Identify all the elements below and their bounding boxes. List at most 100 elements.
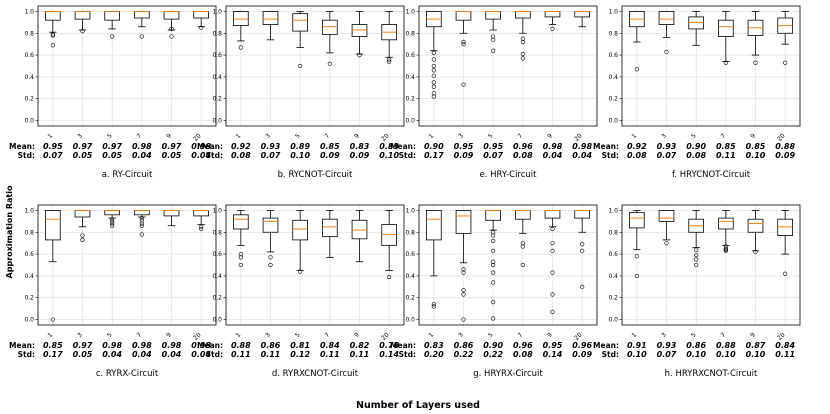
y-tick-label: 0.4 bbox=[212, 74, 222, 81]
std-row-label: Std: bbox=[206, 350, 223, 359]
panel-2: 0.00.20.40.60.81.010.900.1730.950.0950.9… bbox=[390, 5, 598, 180]
plot-frame bbox=[621, 204, 801, 326]
box bbox=[193, 11, 209, 19]
y-tick-label: 0.0 bbox=[405, 118, 415, 125]
std-value: 0.17 bbox=[424, 151, 444, 160]
y-tick-label: 0.4 bbox=[608, 74, 618, 81]
y-tick-label: 0.6 bbox=[608, 251, 618, 258]
panel-caption: d. RYRXCNOT-Circuit bbox=[272, 369, 359, 379]
y-tick-label: 0.0 bbox=[608, 118, 618, 125]
box bbox=[515, 210, 531, 220]
x-tick-label: 9 bbox=[749, 331, 757, 339]
y-tick-label: 0.6 bbox=[212, 251, 222, 258]
outlier-point bbox=[694, 253, 699, 258]
panel-6: 0.00.20.40.60.81.010.830.2030.860.2250.9… bbox=[390, 204, 598, 379]
y-tick-label: 0.8 bbox=[24, 30, 34, 37]
mean-value: 0.96 bbox=[513, 142, 533, 151]
mean-value: 0.96 bbox=[572, 341, 592, 350]
y-tick-label: 0.0 bbox=[212, 317, 222, 324]
box bbox=[74, 210, 91, 218]
std-value: 0.05 bbox=[162, 151, 182, 160]
outlier-point bbox=[238, 251, 243, 257]
outlier-point bbox=[431, 57, 436, 62]
x-tick-label: 5 bbox=[294, 331, 302, 339]
outlier-point bbox=[238, 255, 243, 260]
box bbox=[544, 11, 561, 18]
mean-value: 0.90 bbox=[686, 142, 706, 151]
y-axis-label: Approximation Ratio bbox=[5, 185, 14, 278]
outlier-point bbox=[461, 267, 466, 272]
y-tick-label: 0.8 bbox=[405, 30, 415, 37]
outlier-point bbox=[431, 73, 436, 78]
outlier-point bbox=[50, 32, 55, 37]
std-value: 0.05 bbox=[73, 350, 93, 359]
panel-1: 0.0 0.2 0.4 0.6 0.8 1.0 1 0.920.08 3 0.930.07 5 0.8… bbox=[197, 5, 405, 180]
box bbox=[351, 24, 368, 37]
std-row-label: Std: bbox=[18, 350, 35, 359]
x-tick-label: 7 bbox=[324, 331, 332, 339]
y-tick-label: 1.0 bbox=[24, 207, 34, 214]
y-tick-label: 0.2 bbox=[212, 96, 222, 103]
y-tick-label: 0.6 bbox=[24, 251, 34, 258]
box bbox=[455, 11, 472, 21]
panel-caption: b. RYCNOT-Circuit bbox=[278, 170, 353, 180]
std-value: 0.04 bbox=[132, 151, 152, 160]
panel-caption: g. HRYRX-Circuit bbox=[473, 369, 543, 379]
std-value: 0.04 bbox=[191, 350, 211, 359]
outlier-point bbox=[550, 292, 555, 297]
y-tick-label: 0.4 bbox=[24, 273, 34, 280]
x-tick-label: 9 bbox=[165, 331, 173, 339]
std-value: 0.12 bbox=[290, 350, 310, 359]
outlier-point bbox=[491, 34, 496, 39]
outlier-point bbox=[461, 317, 466, 322]
box bbox=[104, 210, 120, 216]
mean-value: 0.90 bbox=[424, 142, 444, 151]
x-tick-label: 5 bbox=[690, 132, 698, 140]
box bbox=[747, 218, 764, 233]
std-row-label: Std: bbox=[18, 151, 35, 160]
mean-value: 0.98 bbox=[132, 142, 152, 151]
mean-value: 0.97 bbox=[162, 142, 182, 151]
outlier-point bbox=[520, 56, 525, 61]
x-tick-label: 7 bbox=[517, 132, 525, 140]
x-tick-label: 9 bbox=[546, 331, 554, 339]
mean-value: 0.98 bbox=[572, 142, 592, 151]
y-tick-label: 0.2 bbox=[405, 96, 415, 103]
mean-value: 0.88 bbox=[716, 341, 736, 350]
outlier-point bbox=[110, 221, 115, 226]
mean-value: 0.98 bbox=[132, 341, 152, 350]
outlier-point bbox=[664, 49, 669, 54]
mean-row-label: Mean: bbox=[197, 341, 223, 350]
mean-value: 0.98 bbox=[191, 341, 211, 350]
mean-value: 0.93 bbox=[657, 142, 677, 151]
x-tick-label: 9 bbox=[749, 132, 757, 140]
x-tick-label: 5 bbox=[106, 331, 114, 339]
x-tick-label: 3 bbox=[457, 132, 465, 140]
box bbox=[322, 218, 338, 238]
std-value: 0.11 bbox=[775, 350, 795, 359]
outlier-point bbox=[431, 94, 436, 99]
outlier-point bbox=[580, 284, 585, 289]
std-row-label: Std: bbox=[399, 151, 416, 160]
y-tick-label: 0.8 bbox=[212, 30, 222, 37]
outlier-point bbox=[268, 255, 273, 260]
mean-value: 0.93 bbox=[657, 341, 677, 350]
outlier-point bbox=[298, 63, 303, 69]
outlier-point bbox=[169, 26, 174, 32]
panel-caption: a. RY-Circuit bbox=[102, 170, 153, 180]
mean-value: 0.85 bbox=[43, 341, 63, 350]
std-row-label: Std: bbox=[602, 151, 619, 160]
std-value: 0.09 bbox=[350, 151, 370, 160]
mean-value: 0.97 bbox=[102, 142, 122, 151]
std-value: 0.04 bbox=[102, 350, 122, 359]
outlier-point bbox=[80, 233, 85, 238]
outlier-point bbox=[491, 270, 496, 275]
x-tick-label: 1 bbox=[47, 132, 55, 140]
outlier-point bbox=[387, 59, 392, 64]
x-tick-label: 3 bbox=[76, 331, 84, 339]
box bbox=[163, 210, 180, 217]
outlier-point bbox=[431, 91, 436, 96]
x-tick-label: 7 bbox=[517, 331, 525, 339]
outlier-point bbox=[110, 223, 115, 228]
